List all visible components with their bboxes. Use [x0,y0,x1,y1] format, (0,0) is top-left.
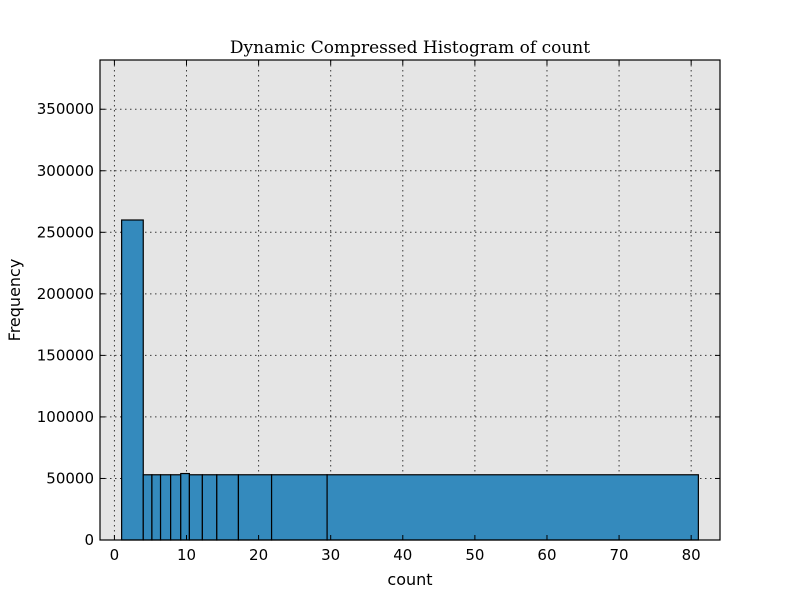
x-axis-label: count [387,570,432,589]
x-tick-label: 20 [249,546,268,564]
histogram-bar [159,474,172,541]
y-tick-label: 0 [84,531,94,549]
x-tick-label: 60 [537,546,556,564]
y-tick-label: 150000 [37,346,94,364]
histogram-bar [201,474,218,541]
x-tick-label: 0 [110,546,120,564]
x-tick-label: 10 [177,546,196,564]
histogram-bar [326,474,699,541]
y-tick-label: 100000 [37,408,94,426]
x-axis-ticks: 0 10 20 30 40 50 60 70 80 [110,60,701,564]
x-tick-label: 40 [393,546,412,564]
x-tick-label: 30 [321,546,340,564]
y-axis-ticks: 0 50000 100000 150000 200000 250000 300000 3500… [37,100,720,549]
histogram-bar [121,219,144,541]
plot-frame [99,59,721,541]
histogram-bar [270,474,328,541]
histogram-bar [188,474,203,541]
y-tick-label: 250000 [37,223,94,241]
histogram-bar [170,474,182,541]
y-tick-label: 300000 [37,162,94,180]
y-tick-label: 50000 [46,469,94,487]
x-tick-label: 80 [682,546,701,564]
chart-title: Dynamic Compressed Histogram of count [230,38,590,58]
histogram-bar [151,474,162,541]
x-tick-label: 70 [610,546,629,564]
histogram-bar [180,472,190,541]
x-tick-label: 50 [465,546,484,564]
y-tick-label: 350000 [37,100,94,118]
histogram-bar [216,474,240,541]
y-tick-label: 200000 [37,285,94,303]
plot-area [100,60,720,540]
y-axis-label: Frequency [5,259,24,342]
histogram-bars [121,219,699,541]
histogram-bar [237,474,273,541]
histogram-bar [142,474,153,541]
